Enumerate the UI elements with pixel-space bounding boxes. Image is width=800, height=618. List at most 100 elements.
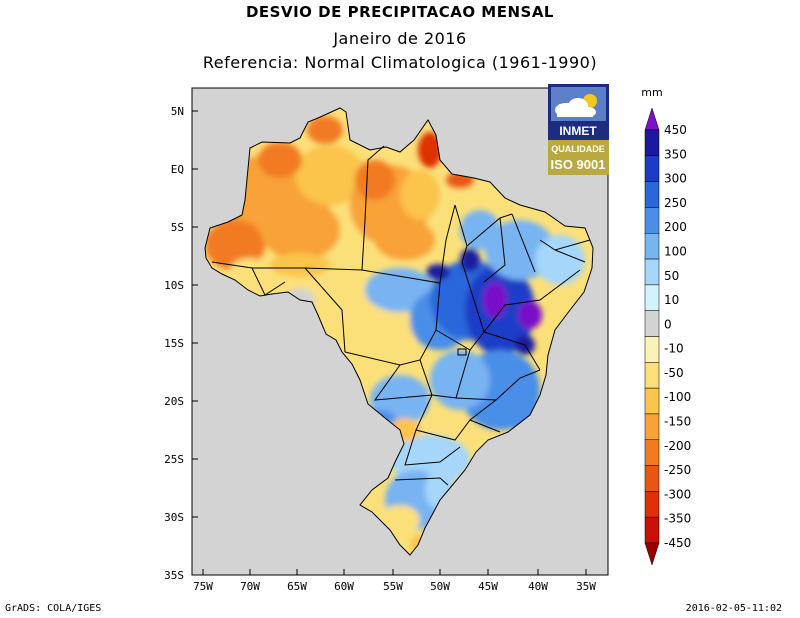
legend-label: 450 — [664, 123, 687, 137]
legend-label: 0 — [664, 317, 672, 331]
legend-swatch — [644, 413, 660, 440]
legend-swatch — [644, 258, 660, 286]
legend-swatch — [644, 107, 660, 131]
y-tick-label: 20S — [164, 395, 184, 408]
legend-label: -450 — [664, 536, 691, 550]
x-tick-label: 65W — [287, 580, 307, 593]
state-borders — [211, 145, 591, 486]
y-tick-label: 15S — [164, 337, 184, 350]
y-tick-label: 35S — [164, 569, 184, 582]
legend-label: -200 — [664, 439, 691, 453]
y-tick-label: 10S — [164, 279, 184, 292]
y-tick-label: 25S — [164, 453, 184, 466]
federal-district — [457, 348, 467, 356]
anomaly-patch — [400, 170, 440, 220]
inmet-logo: INMET QUALIDADE ISO 9001 — [548, 84, 609, 175]
brazil-outline — [204, 107, 594, 556]
legend-label: 200 — [664, 220, 687, 234]
anomaly-patch — [426, 264, 450, 280]
anomaly-patch — [375, 220, 435, 260]
state-border — [483, 217, 506, 283]
legend-label: -10 — [664, 342, 684, 356]
state-border — [469, 419, 501, 433]
state-border — [511, 213, 536, 273]
anomaly-patch — [518, 301, 542, 329]
legend-label: 50 — [664, 269, 679, 283]
legend-swatch — [644, 491, 660, 518]
x-tick-label: 35W — [576, 580, 596, 593]
legend-label: -150 — [664, 415, 691, 429]
legend-swatch — [644, 439, 660, 466]
state-border — [419, 349, 471, 399]
state-border — [361, 204, 456, 284]
x-tick-label: 45W — [478, 580, 498, 593]
anomaly-patch — [307, 116, 343, 144]
map-title: DESVIO DE PRECIPITACAO MENSAL — [245, 3, 554, 21]
legend-label: -300 — [664, 487, 691, 501]
anomaly-patch — [270, 253, 330, 277]
legend-swatch — [644, 387, 660, 415]
anomaly-patch — [460, 210, 500, 250]
plot-frame — [191, 87, 609, 576]
anomaly-patch — [380, 505, 420, 535]
anomaly-patch — [205, 220, 265, 270]
state-border — [454, 204, 485, 333]
legend-swatch — [644, 284, 660, 311]
legend-label: 350 — [664, 147, 687, 161]
y-axis: 5N EQ 5S 10S 15S 20S 25S 30S 35S — [164, 105, 198, 582]
legend-swatch — [644, 542, 660, 566]
anomaly-patch — [230, 258, 270, 282]
anomaly-field — [205, 108, 593, 555]
y-tick-label: 30S — [164, 511, 184, 524]
legend-swatch — [644, 129, 660, 157]
state-border — [455, 369, 541, 401]
state-border — [483, 269, 581, 333]
legend-label: -350 — [664, 512, 691, 526]
anomaly-patch — [258, 142, 302, 178]
y-tick-label: 5N — [171, 105, 184, 118]
anomaly-patch — [418, 132, 442, 168]
y-tick-label: EQ — [171, 163, 184, 176]
legend-swatch — [644, 233, 660, 260]
legend-swatch — [644, 310, 660, 337]
anomaly-patch — [295, 145, 365, 205]
x-tick-label: 40W — [528, 580, 548, 593]
state-border — [304, 267, 346, 353]
logo-name: INMET — [559, 124, 597, 138]
legend-label: 100 — [664, 244, 687, 258]
reference-period: Referencia: Normal Climatologica (1961-1… — [202, 53, 598, 72]
footer-software: GrADS: COLA/IGES — [5, 603, 102, 614]
iso-badge-line2: ISO 9001 — [551, 157, 606, 172]
footer-timestamp: 2016-02-05-11:02 — [685, 603, 782, 614]
state-border — [404, 429, 461, 466]
legend-swatch — [644, 516, 660, 544]
state-border — [415, 394, 497, 441]
legend-label: -50 — [664, 366, 684, 380]
legend-swatch — [644, 362, 660, 389]
legend-swatch — [644, 207, 660, 234]
legend-label: 250 — [664, 196, 687, 210]
x-tick-label: 75W — [193, 580, 213, 593]
anomaly-patch — [260, 200, 340, 260]
legend-label: 10 — [664, 293, 679, 307]
x-tick-label: 70W — [240, 580, 260, 593]
iso-badge-line1: QUALIDADE — [551, 144, 605, 154]
state-border — [554, 249, 586, 263]
x-axis: 75W 70W 65W 60W 55W 50W 45W 40W 35W — [193, 569, 596, 593]
legend-label: -250 — [664, 463, 691, 477]
state-border — [373, 364, 433, 401]
anomaly-patch — [483, 282, 507, 318]
legend-swatch — [644, 336, 660, 363]
x-tick-label: 50W — [430, 580, 450, 593]
anomaly-patch — [430, 350, 490, 410]
legend-swatch — [644, 465, 660, 492]
legend-swatch — [644, 155, 660, 182]
x-tick-label: 60W — [334, 580, 354, 593]
legend-swatch — [644, 181, 660, 208]
map-subtitle: Janeiro de 2016 — [333, 29, 467, 48]
state-border — [304, 145, 385, 271]
state-border — [483, 331, 541, 371]
anomaly-patch — [535, 235, 585, 285]
legend-label: -100 — [664, 390, 691, 404]
